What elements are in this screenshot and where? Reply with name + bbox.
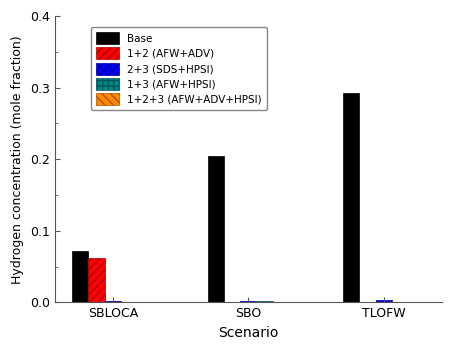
Bar <box>343 93 359 303</box>
Y-axis label: Hydrogen concentration (mole fraction): Hydrogen concentration (mole fraction) <box>11 35 24 284</box>
Bar <box>88 258 105 303</box>
Bar <box>256 301 273 303</box>
Bar <box>376 300 392 303</box>
Bar <box>105 301 121 303</box>
X-axis label: Scenario: Scenario <box>218 326 279 340</box>
Legend: Base, 1+2 (AFW+ADV), 2+3 (SDS+HPSI), 1+3 (AFW+HPSI), 1+2+3 (AFW+ADV+HPSI): Base, 1+2 (AFW+ADV), 2+3 (SDS+HPSI), 1+3… <box>91 27 267 110</box>
Bar <box>240 301 256 303</box>
Bar <box>72 251 88 303</box>
Bar <box>207 157 224 303</box>
